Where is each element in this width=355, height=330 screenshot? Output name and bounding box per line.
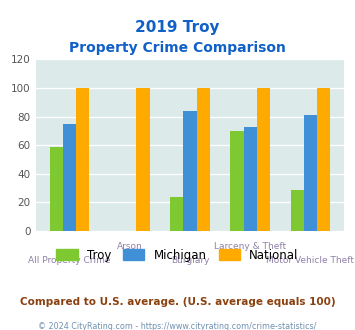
Bar <box>50 147 63 231</box>
Bar <box>170 197 183 231</box>
Text: 2019 Troy: 2019 Troy <box>135 20 220 35</box>
Bar <box>257 88 270 231</box>
Bar <box>76 88 89 231</box>
Text: © 2024 CityRating.com - https://www.cityrating.com/crime-statistics/: © 2024 CityRating.com - https://www.city… <box>38 322 317 330</box>
Bar <box>197 88 210 231</box>
Text: Motor Vehicle Theft: Motor Vehicle Theft <box>267 256 354 265</box>
Text: All Property Crime: All Property Crime <box>28 256 111 265</box>
Text: Arson: Arson <box>117 242 143 251</box>
Bar <box>317 88 330 231</box>
Text: Larceny & Theft: Larceny & Theft <box>214 242 286 251</box>
Bar <box>63 124 76 231</box>
Bar <box>230 131 244 231</box>
Bar <box>183 111 197 231</box>
Text: Burglary: Burglary <box>171 256 209 265</box>
Legend: Troy, Michigan, National: Troy, Michigan, National <box>51 244 304 266</box>
Bar <box>136 88 149 231</box>
Bar <box>290 189 304 231</box>
Text: Compared to U.S. average. (U.S. average equals 100): Compared to U.S. average. (U.S. average … <box>20 297 335 307</box>
Bar <box>244 127 257 231</box>
Text: Property Crime Comparison: Property Crime Comparison <box>69 41 286 55</box>
Bar <box>304 115 317 231</box>
